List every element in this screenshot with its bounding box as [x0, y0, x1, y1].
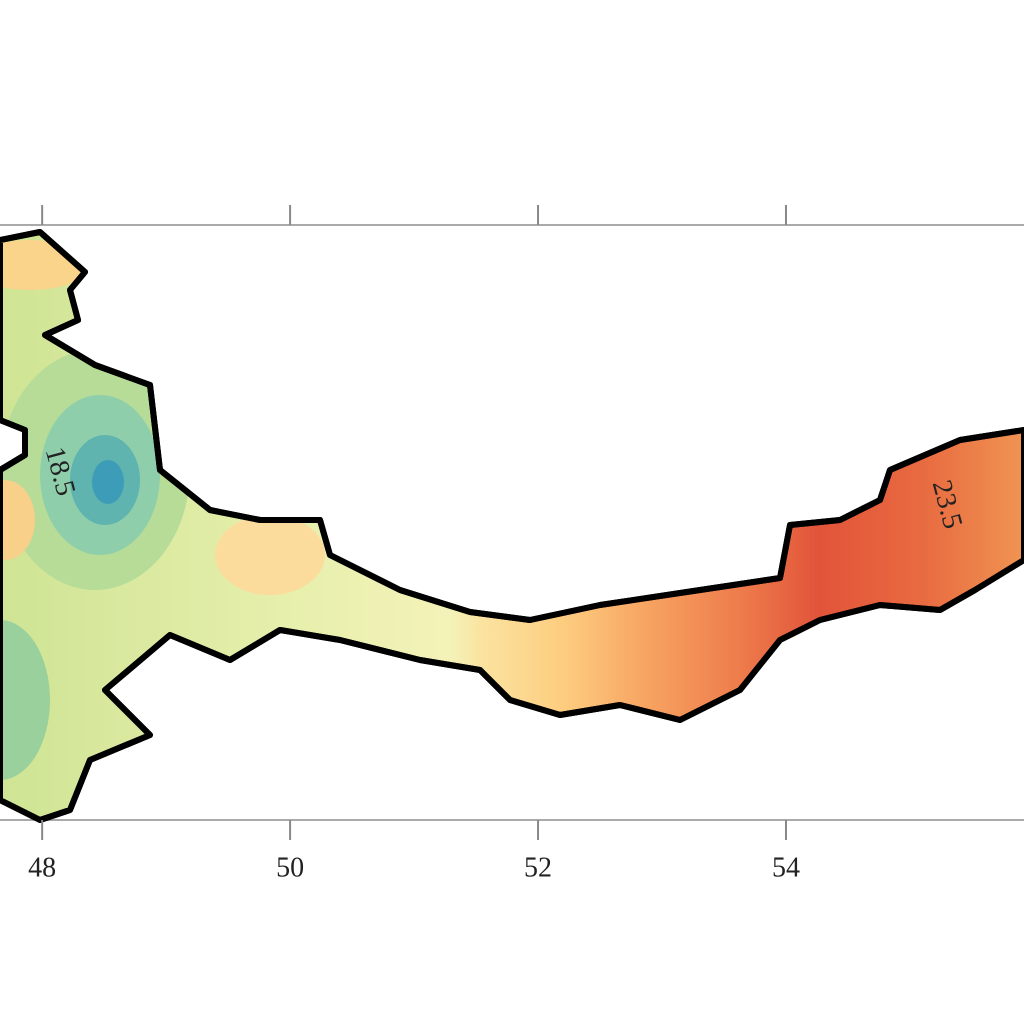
x-tick-label: 52 — [524, 852, 552, 883]
green-blob — [0, 620, 50, 780]
warm-blob — [0, 480, 35, 560]
warm-blob — [215, 515, 325, 595]
x-tick-label: 48 — [28, 852, 56, 883]
x-tick-label: 54 — [772, 852, 800, 883]
contour-fill — [0, 232, 1024, 820]
region-outline — [0, 229, 1024, 823]
x-tick-label: 50 — [276, 852, 304, 883]
teal-core — [92, 460, 124, 504]
